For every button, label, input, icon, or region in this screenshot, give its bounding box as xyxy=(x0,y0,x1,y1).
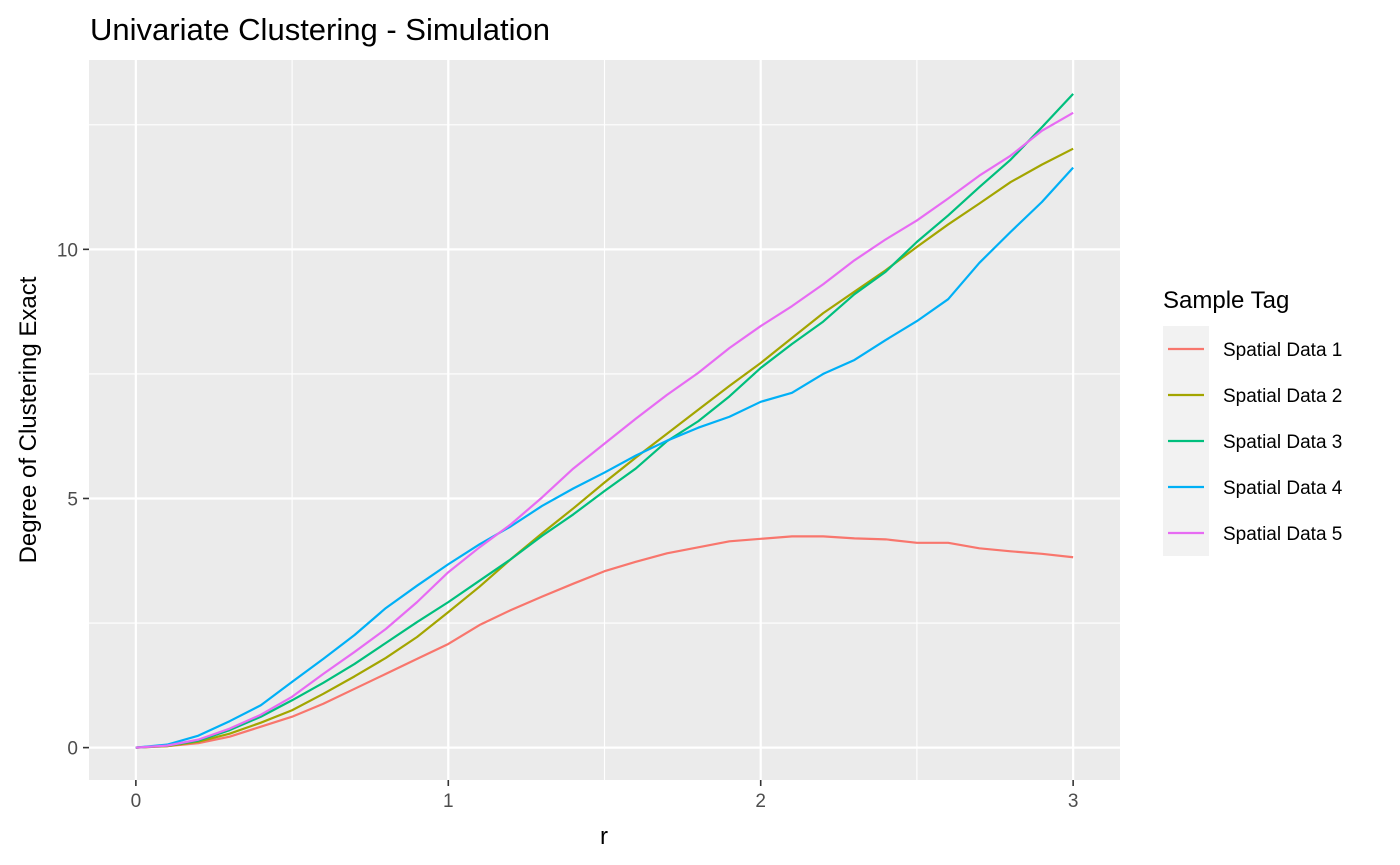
legend-label: Spatial Data 1 xyxy=(1223,340,1342,361)
grid-major xyxy=(89,60,1120,780)
legend-label: Spatial Data 3 xyxy=(1223,432,1342,453)
x-tick-label: 1 xyxy=(443,791,454,812)
x-tick-label: 2 xyxy=(755,791,766,812)
legend-label: Spatial Data 5 xyxy=(1223,524,1342,545)
legend-label: Spatial Data 4 xyxy=(1223,478,1343,499)
legend-label: Spatial Data 2 xyxy=(1223,386,1342,407)
legend-title: Sample Tag xyxy=(1163,287,1289,314)
chart-title: Univariate Clustering - Simulation xyxy=(90,12,550,47)
series-line-4 xyxy=(135,166,1074,749)
x-axis: 0 1 2 3 xyxy=(131,780,1079,812)
y-axis: 0 5 10 xyxy=(57,240,89,760)
y-tick-label: 5 xyxy=(67,489,78,510)
series-line-3 xyxy=(135,93,1074,749)
y-tick-label: 0 xyxy=(67,739,78,760)
grid-minor xyxy=(89,60,1120,780)
series-line-5 xyxy=(135,111,1074,749)
x-tick-label: 3 xyxy=(1068,791,1079,812)
series-lines xyxy=(135,93,1074,749)
x-tick-label: 0 xyxy=(131,791,142,812)
legend-items: Spatial Data 1 Spatial Data 2 Spatial Data… xyxy=(1163,326,1343,556)
x-axis-title: r xyxy=(600,823,608,850)
y-tick-label: 10 xyxy=(57,240,78,261)
y-axis-title: Degree of Clustering Exact xyxy=(15,276,42,563)
series-line-1 xyxy=(135,535,1074,749)
series-line-2 xyxy=(135,147,1074,749)
